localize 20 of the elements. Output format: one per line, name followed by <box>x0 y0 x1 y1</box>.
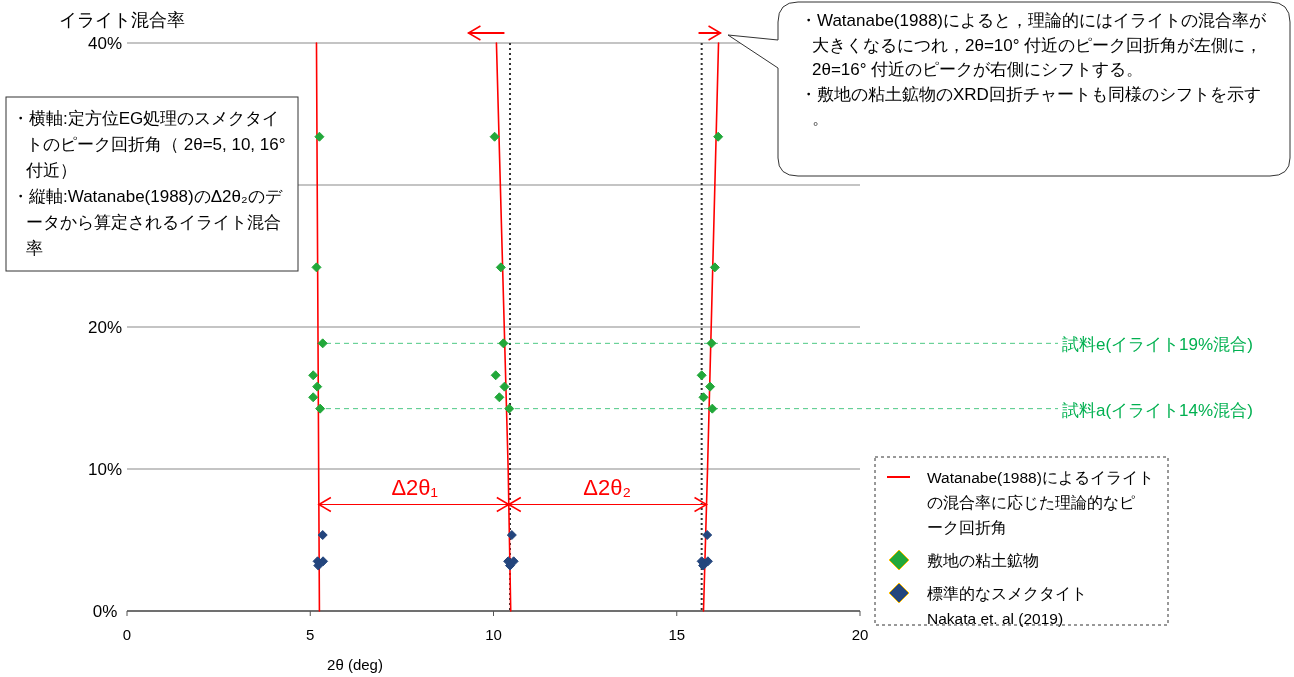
ref-line-label: 試料a(イライト14%混合) <box>1062 400 1253 420</box>
x-tick-label: 20 <box>851 626 869 643</box>
x-tick-label: 5 <box>306 626 315 643</box>
annotation: ・Watanabe(1988)によると，理論的にはイライトの混合率が大きくなるにつれ，2θ=10° 付近のピーク回折角が左側に，2θ=16° 付近のピークが右側にシフトする。・敷地の粘土鉱物のXRD回折チャートも同様のシフトを示す。 <box>800 11 1268 128</box>
ref-line-label: 試料e(イライト19%混合) <box>1062 335 1253 355</box>
x-tick-label: 0 <box>122 626 132 643</box>
legend-label: 標準的なスメクタイト Nakata et. al (2019) <box>927 585 1087 627</box>
legend-label: 敷地の粘土鉱物 <box>927 552 1039 569</box>
y-tick-label: 20% <box>87 318 123 337</box>
annotation: Δ2θ₂ <box>583 474 631 500</box>
y-axis-title: イライト混合率 <box>59 10 185 30</box>
annotation: ・横軸:定方位EG処理のスメクタイトのピーク回折角（ 2θ=5, 10, 16° 付近）・縦軸:Watanabe(1988)のΔ2θ₂のデータから算定されるイライト混合率 <box>12 109 286 258</box>
x-axis-title: 2θ (deg) <box>327 656 383 673</box>
y-tick-label: 0% <box>92 602 118 621</box>
y-tick-label: 10% <box>87 460 123 479</box>
x-tick-label: 10 <box>485 626 502 643</box>
annotation: Δ2θ₁ <box>391 474 438 500</box>
legend-label: Watanabe(1988)によるイライトの混合率に応じた理論的なピーク回折角 <box>927 469 1154 536</box>
y-tick-label: 40% <box>87 34 123 53</box>
x-tick-label: 15 <box>668 626 686 643</box>
